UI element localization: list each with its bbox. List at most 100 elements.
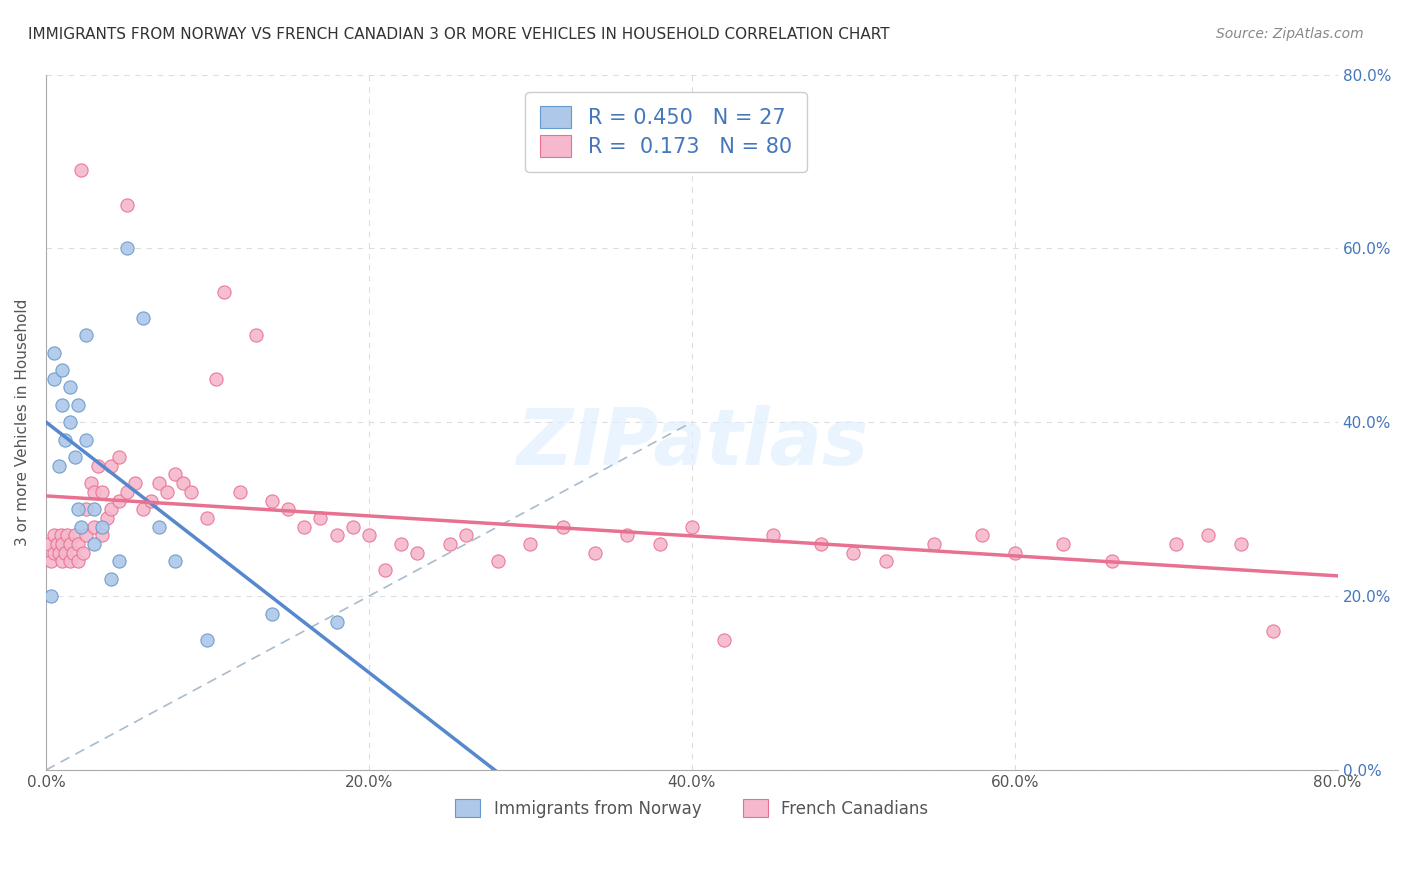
Point (115, 198, 138, 212)
Point (62, 546, 84, 560)
Point (132, 502, 155, 516)
Point (63, 450, 86, 464)
Point (148, 476, 170, 491)
Point (486, 554, 509, 568)
Point (67, 398, 90, 412)
Text: IMMIGRANTS FROM NORWAY VS FRENCH CANADIAN 3 OR MORE VEHICLES IN HOUSEHOLD CORREL: IMMIGRANTS FROM NORWAY VS FRENCH CANADIA… (28, 27, 890, 42)
Point (1261, 624, 1284, 638)
Point (277, 502, 299, 516)
Point (204, 372, 226, 386)
Point (75, 328, 97, 343)
Point (922, 537, 945, 551)
Point (107, 450, 129, 464)
Point (1166, 537, 1188, 551)
Point (165, 554, 187, 568)
Point (439, 537, 461, 551)
Point (48, 546, 70, 560)
Point (91, 528, 114, 542)
Point (713, 632, 735, 647)
Point (810, 537, 832, 551)
Point (616, 528, 638, 542)
Point (42, 546, 65, 560)
Point (83, 502, 105, 516)
Point (100, 458, 122, 473)
Point (228, 484, 250, 499)
Point (212, 285, 235, 299)
Point (875, 554, 897, 568)
Point (63, 528, 86, 542)
Point (406, 546, 429, 560)
Point (42, 372, 65, 386)
Point (139, 493, 162, 508)
Point (325, 528, 347, 542)
Point (83, 484, 105, 499)
Point (49, 528, 72, 542)
Y-axis label: 3 or more Vehicles in Household: 3 or more Vehicles in Household (15, 299, 30, 546)
Point (172, 476, 194, 491)
Point (389, 537, 412, 551)
Point (245, 328, 267, 343)
Point (67, 554, 90, 568)
Point (180, 484, 202, 499)
Point (551, 519, 574, 533)
Point (454, 528, 477, 542)
Point (59, 380, 82, 394)
Point (100, 502, 122, 516)
Point (70, 519, 93, 533)
Point (53, 433, 76, 447)
Point (165, 467, 187, 482)
Point (39, 589, 62, 603)
Point (59, 415, 82, 429)
Point (96, 511, 118, 525)
Point (115, 241, 138, 255)
Point (325, 615, 347, 630)
Point (309, 511, 332, 525)
Point (91, 484, 114, 499)
Point (292, 519, 315, 533)
Point (38, 537, 60, 551)
Point (115, 484, 138, 499)
Point (374, 563, 396, 577)
Point (1052, 537, 1074, 551)
Point (124, 476, 146, 491)
Point (342, 519, 364, 533)
Point (59, 537, 82, 551)
Point (842, 546, 865, 560)
Point (1004, 546, 1026, 560)
Point (148, 519, 170, 533)
Point (583, 546, 606, 560)
Point (197, 511, 219, 525)
Point (42, 528, 65, 542)
Point (519, 537, 541, 551)
Point (1198, 528, 1220, 542)
Point (107, 493, 129, 508)
Point (70, 163, 93, 178)
Point (75, 433, 97, 447)
Point (132, 310, 155, 325)
Point (75, 502, 97, 516)
Point (42, 345, 65, 359)
Point (39, 554, 62, 568)
Point (260, 493, 283, 508)
Point (260, 607, 283, 621)
Point (156, 484, 179, 499)
Text: Source: ZipAtlas.com: Source: ZipAtlas.com (1216, 27, 1364, 41)
Point (59, 554, 82, 568)
Point (53, 546, 76, 560)
Point (83, 537, 105, 551)
Point (357, 528, 380, 542)
Point (56, 528, 79, 542)
Point (1101, 554, 1123, 568)
Point (91, 519, 114, 533)
Point (46, 537, 69, 551)
Point (681, 519, 703, 533)
Point (648, 537, 671, 551)
Point (72, 546, 94, 560)
Point (67, 502, 90, 516)
Point (197, 632, 219, 647)
Point (1229, 537, 1251, 551)
Point (107, 554, 129, 568)
Point (51, 363, 73, 377)
Point (51, 554, 73, 568)
Point (67, 537, 90, 551)
